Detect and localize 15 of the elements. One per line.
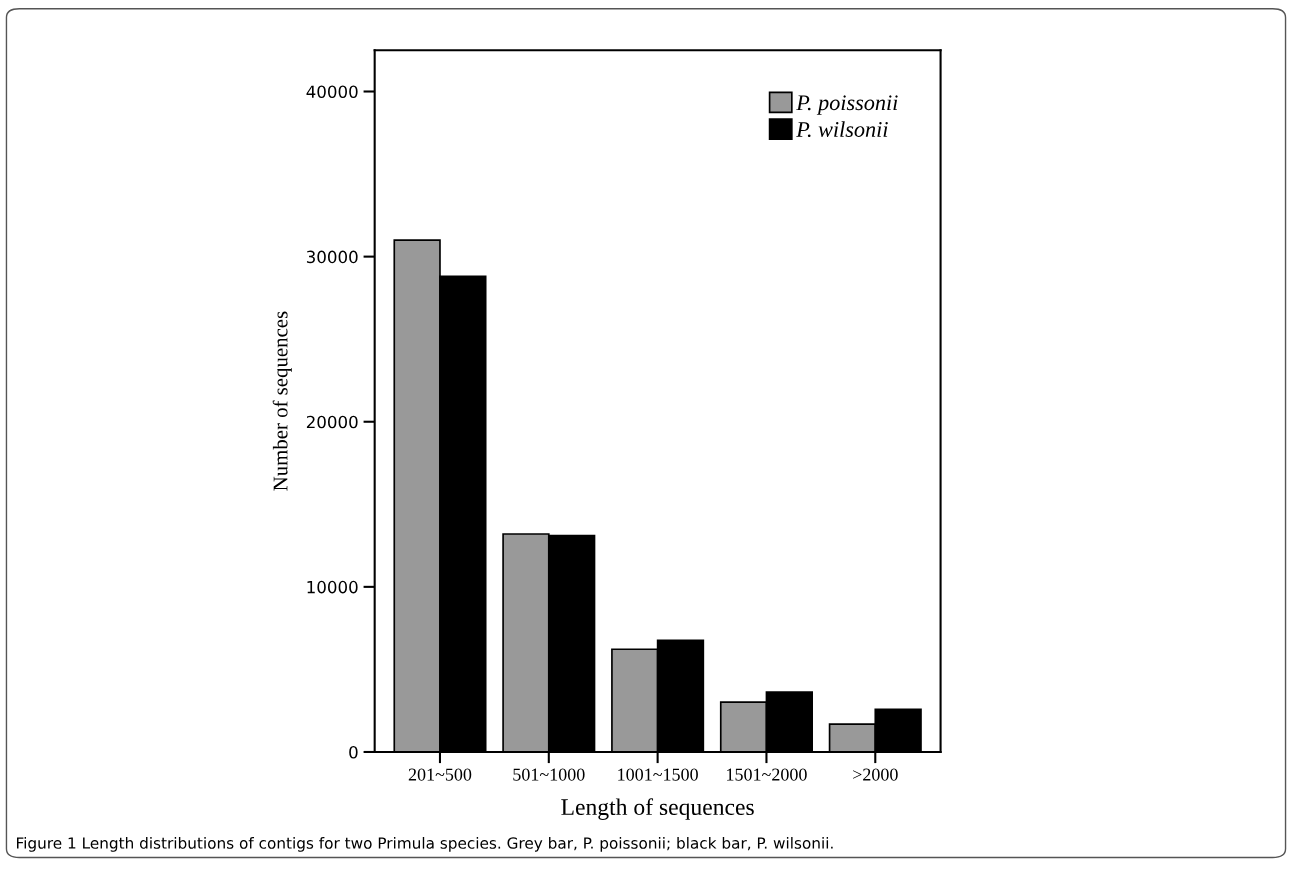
y-tick-label: 10000	[307, 580, 358, 594]
x-tick-label: 1001~1500	[618, 768, 698, 781]
legend-label: P. wilsonii	[796, 121, 888, 138]
x-tick-label: 1501~2000	[727, 768, 807, 781]
caption: Figure 1 Length distributions of contigs for two Primula species. Grey bar, P. poissonii; black bar, P. wilsonii.	[17, 836, 833, 852]
x-tick-label: >2000	[853, 768, 898, 781]
y-tick-label: 0	[349, 745, 358, 759]
y-tick-label: 20000	[306, 415, 358, 429]
y-axis-title: Number of sequences	[272, 311, 292, 491]
legend-label: P. poissonii	[796, 95, 898, 115]
y-tick-label: 30000	[306, 250, 358, 264]
y-tick-label: 40000	[306, 85, 358, 99]
x-axis-title: Length of sequences	[561, 798, 754, 820]
x-tick-label: 201~500	[408, 768, 472, 781]
x-tick-label: 501~1000	[513, 768, 585, 781]
